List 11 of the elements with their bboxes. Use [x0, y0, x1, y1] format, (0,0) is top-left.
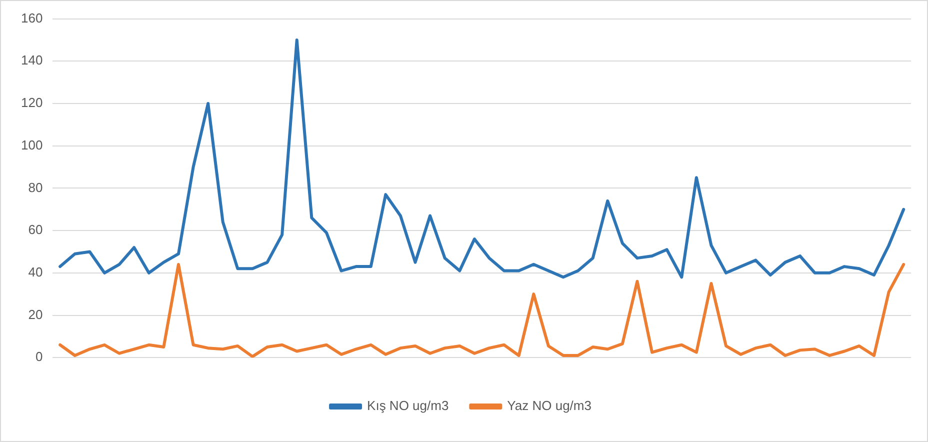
- y-tick-label: 120: [20, 95, 43, 110]
- y-tick-label: 0: [35, 349, 43, 364]
- y-tick-label: 40: [28, 264, 43, 280]
- legend-label: Yaz NO ug/m3: [507, 398, 592, 414]
- y-tick-label: 20: [28, 306, 43, 322]
- y-tick-label: 160: [20, 10, 43, 26]
- y-tick-label: 60: [28, 222, 43, 238]
- y-tick-label: 80: [28, 180, 43, 195]
- y-tick-label: 100: [20, 137, 43, 152]
- y-tick-label: 140: [20, 52, 43, 68]
- legend-label: Kış NO ug/m3: [367, 398, 449, 414]
